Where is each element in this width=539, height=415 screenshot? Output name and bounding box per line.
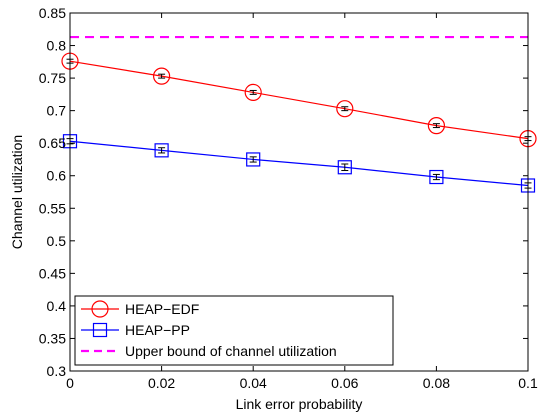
data-point — [337, 160, 352, 175]
x-axis-label: Link error probability — [236, 396, 363, 412]
data-point — [244, 83, 262, 102]
series-line — [69, 60, 529, 140]
x-tick-label: 0 — [66, 375, 74, 391]
legend-label: Upper bound of channel utilization — [125, 343, 337, 359]
legend-item: HEAP−EDF — [81, 300, 199, 318]
data-point — [246, 152, 261, 167]
legend-item: HEAP−PP — [81, 322, 190, 338]
legend-marker — [92, 322, 108, 338]
legend-label: HEAP−PP — [125, 322, 190, 338]
data-point — [153, 67, 171, 85]
y-tick-label: 0.75 — [39, 70, 66, 86]
data-point — [429, 169, 444, 185]
y-tick-label: 0.7 — [47, 103, 67, 119]
x-tick-label: 0.04 — [240, 375, 267, 391]
data-point — [427, 117, 445, 135]
x-tick-label: 0.06 — [331, 375, 358, 391]
legend-label: HEAP−EDF — [125, 301, 199, 317]
data-point — [336, 100, 354, 118]
y-tick-label: 0.6 — [47, 168, 67, 184]
x-tick-label: 0.02 — [148, 375, 175, 391]
series-line — [69, 140, 529, 187]
y-tick-label: 0.85 — [39, 5, 66, 21]
y-tick-label: 0.5 — [47, 233, 67, 249]
plot-frame — [69, 12, 529, 372]
y-tick-label: 0.45 — [39, 265, 66, 281]
y-tick-label: 0.65 — [39, 135, 66, 151]
x-tick-label: 0.08 — [423, 375, 450, 391]
y-tick-label: 0.4 — [47, 298, 67, 314]
data-point — [154, 143, 169, 158]
legend-marker — [91, 300, 109, 318]
legend: HEAP−EDF HEAP−PP Upper bound of channel ut… — [74, 295, 394, 366]
x-tick-label: 0.1 — [518, 375, 538, 391]
y-tick-label: 0.35 — [39, 330, 66, 346]
y-tick-label: 0.8 — [47, 38, 67, 54]
legend-item: Upper bound of channel utilization — [81, 343, 337, 359]
y-tick-label: 0.3 — [47, 363, 67, 379]
y-axis-label: Channel utilization — [9, 135, 25, 249]
y-tick-label: 0.55 — [39, 200, 66, 216]
legend-box — [74, 295, 394, 366]
